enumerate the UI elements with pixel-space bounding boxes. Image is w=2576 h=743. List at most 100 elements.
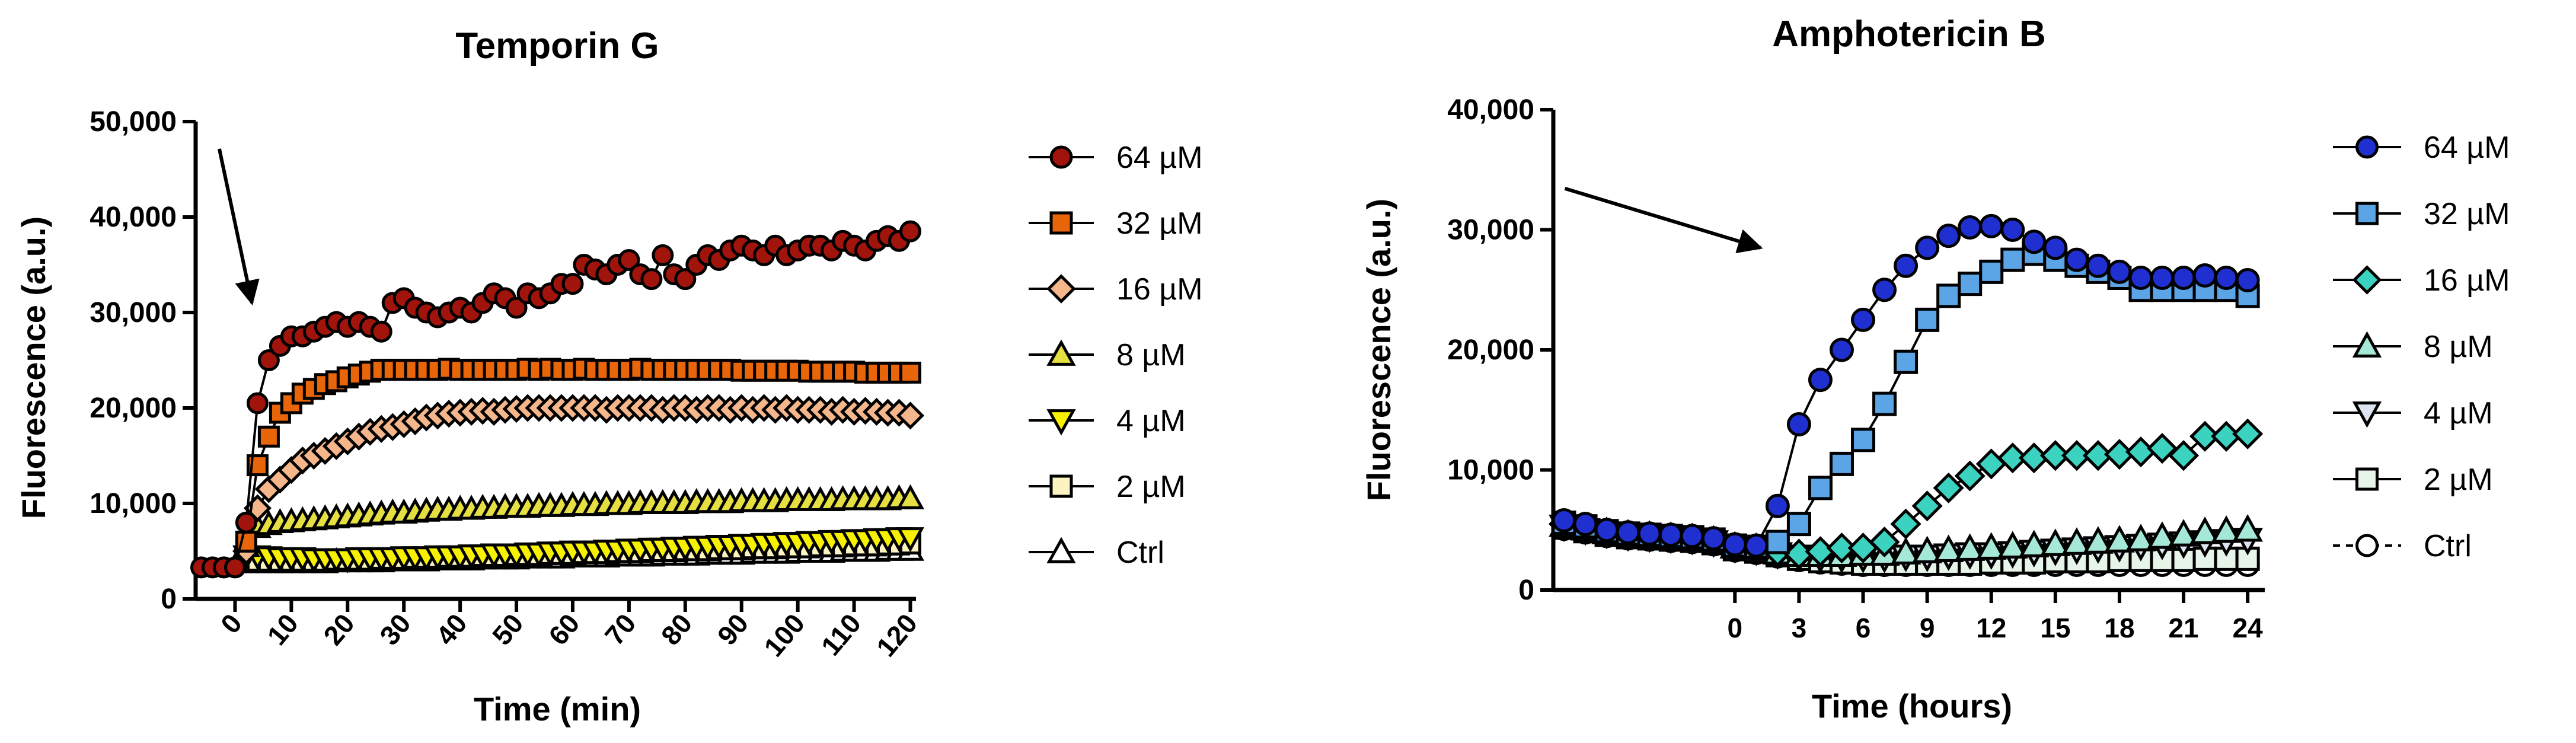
data-point — [246, 392, 269, 414]
legend-item: 4 µM — [1029, 404, 1186, 438]
data-point — [1701, 526, 1726, 551]
data-point — [1808, 368, 1833, 393]
data-point — [1872, 278, 1897, 302]
data-point — [2000, 218, 2025, 242]
x-tick-label: 6 — [1856, 613, 1871, 643]
x-axis-label: Time (hours) — [1812, 687, 2012, 725]
legend-item: 32 µM — [2333, 197, 2510, 231]
data-point — [1915, 307, 1940, 332]
x-tick-label: 3 — [1792, 613, 1807, 643]
data-point — [652, 244, 674, 266]
data-point — [896, 527, 924, 553]
data-point — [640, 268, 663, 291]
legend-item: 4 µM — [2333, 396, 2493, 431]
legend-marker — [2355, 135, 2379, 159]
data-point — [1954, 533, 1986, 561]
legend-item: 2 µM — [1029, 470, 1186, 504]
legend-marker — [1046, 537, 1076, 563]
data-point — [1786, 412, 1811, 437]
legend-label: 32 µM — [2424, 197, 2510, 231]
y-axis-label: Fluorescence (a.u.) — [1360, 199, 1397, 501]
data-point — [1975, 532, 2007, 560]
data-point — [505, 296, 528, 319]
legend-label: 64 µM — [1116, 141, 1203, 175]
data-point — [2232, 418, 2264, 449]
legend-marker — [1046, 274, 1076, 304]
data-point — [1911, 535, 1943, 563]
data-point — [1851, 307, 1876, 332]
legend-label: 64 µM — [2424, 130, 2510, 165]
data-point — [2043, 235, 2068, 260]
data-point — [2082, 440, 2114, 471]
legend-item: 16 µM — [2333, 263, 2510, 298]
data-point — [2232, 514, 2264, 542]
legend-item: 64 µM — [2333, 130, 2510, 165]
data-point — [896, 484, 924, 509]
x-axis-label: Time (min) — [474, 690, 641, 728]
data-point — [1552, 508, 1576, 533]
data-point — [224, 556, 246, 579]
data-point — [2000, 247, 2025, 272]
data-point — [1954, 460, 1986, 492]
data-point — [1890, 537, 1921, 565]
annotation-arrow — [1564, 187, 1763, 254]
y-axis-label: Fluorescence (a.u.) — [15, 216, 52, 519]
annotation-arrow — [217, 148, 260, 306]
data-point — [257, 349, 280, 371]
data-point — [1826, 532, 1857, 564]
legend-marker — [2355, 202, 2379, 225]
data-point — [1829, 337, 1854, 362]
data-point — [235, 511, 257, 534]
y-tick-label: 40,000 — [90, 202, 177, 233]
data-point — [370, 320, 392, 343]
data-point — [2022, 229, 2047, 254]
data-point — [2211, 515, 2242, 543]
legend-item: 8 µM — [2333, 330, 2493, 364]
data-point — [1958, 272, 1983, 296]
x-tick-label: 15 — [2040, 613, 2070, 643]
data-point — [674, 268, 697, 291]
x-tick-label: 50 — [486, 608, 529, 651]
legend-item: 16 µM — [1029, 272, 1203, 307]
data-point — [2125, 436, 2157, 468]
data-point — [1936, 283, 1961, 308]
data-point — [896, 401, 925, 430]
data-point — [1979, 259, 2004, 284]
data-point — [1637, 521, 1662, 546]
series — [232, 484, 924, 557]
data-point — [2125, 524, 2156, 551]
data-point — [1765, 493, 1790, 518]
legend-marker — [1049, 474, 1073, 498]
legend-label: 32 µM — [1116, 206, 1203, 241]
data-point — [1894, 349, 1919, 374]
legend-label: 8 µM — [2424, 330, 2493, 364]
legend-label: Ctrl — [2424, 529, 2472, 563]
series — [232, 394, 925, 566]
data-point — [2192, 263, 2217, 288]
legend-label: 8 µM — [1116, 338, 1186, 372]
x-tick-label: 40 — [430, 608, 473, 651]
data-point — [2189, 516, 2220, 544]
legend-label: 4 µM — [2424, 396, 2493, 431]
y-tick-label: 0 — [1518, 575, 1534, 606]
x-tick-label: 0 — [215, 608, 248, 639]
chart-title: Temporin G — [455, 25, 659, 66]
data-point — [1933, 534, 1964, 562]
x-tick-label: 20 — [317, 608, 360, 651]
data-point — [1829, 451, 1854, 476]
data-point — [1872, 391, 1897, 416]
y-tick-label: 50,000 — [90, 106, 177, 138]
x-tick-label: 21 — [2168, 613, 2198, 643]
data-point — [2061, 527, 2092, 555]
x-tick-label: 24 — [2233, 613, 2264, 643]
data-point — [1808, 476, 1833, 500]
legend-item: Ctrl — [1029, 535, 1164, 570]
y-tick-label: 10,000 — [90, 488, 177, 519]
legend-label: 16 µM — [1116, 272, 1203, 307]
chart-panel-amphotericin-b: Amphotericin B Fluorescence (a.u.) Time … — [1360, 14, 2510, 725]
data-point — [1997, 531, 2028, 559]
legend-label: 2 µM — [2424, 463, 2493, 497]
data-point — [1680, 524, 1704, 549]
